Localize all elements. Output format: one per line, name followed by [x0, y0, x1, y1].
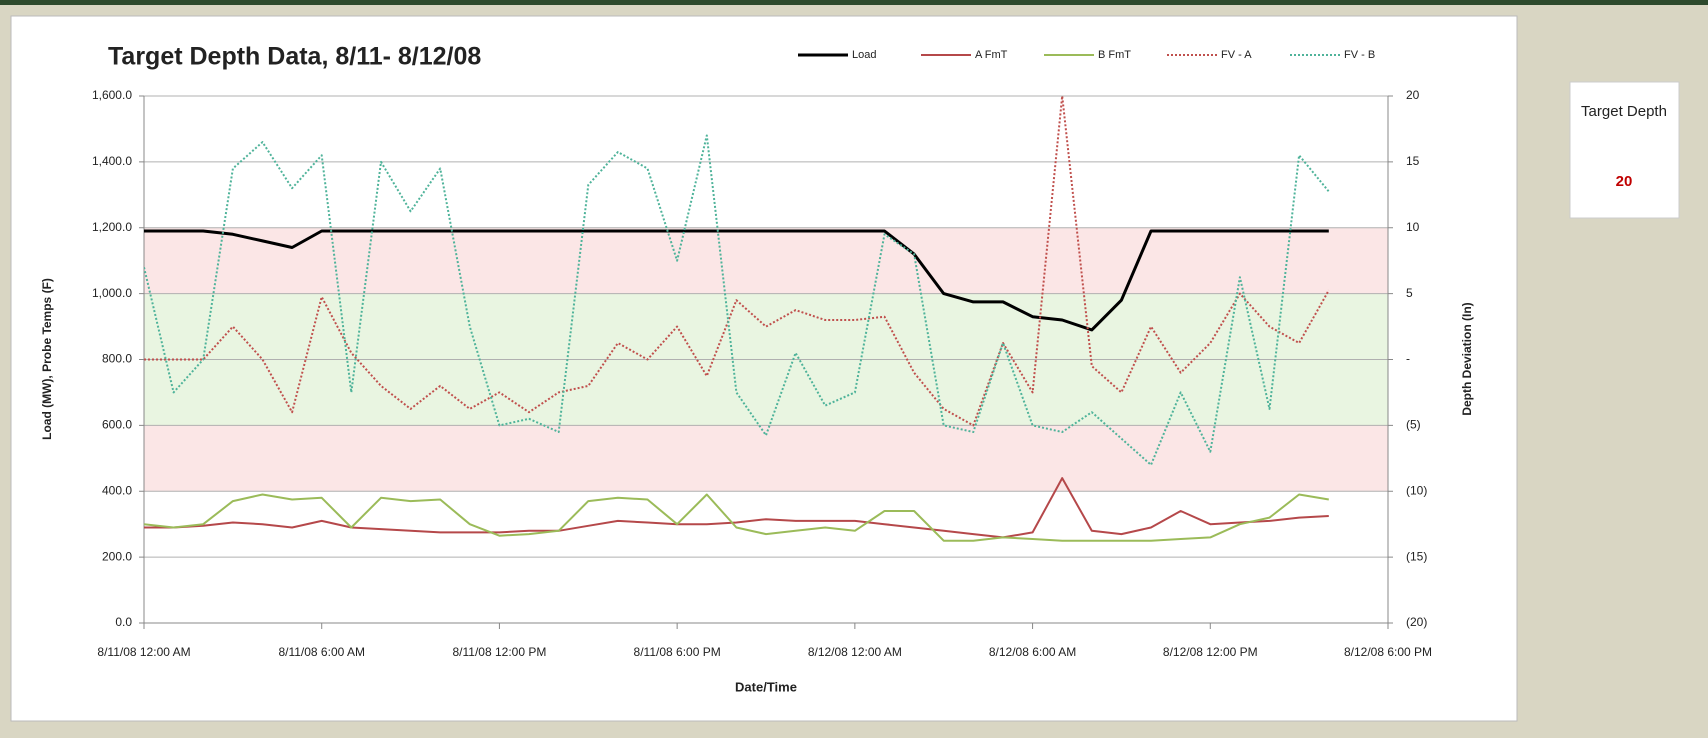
y2-tick-label: (5)	[1406, 418, 1421, 432]
series-line	[144, 229, 1329, 332]
target-value: 20	[1616, 173, 1633, 190]
y2-axis-label: Depth Deviation (In)	[1460, 302, 1474, 415]
legend-label: B FmT	[1098, 49, 1131, 61]
y2-tick-label: (10)	[1406, 483, 1427, 497]
x-axis-label: Date/Time	[735, 679, 797, 694]
legend-label: FV - A	[1221, 49, 1252, 61]
x-tick-label: 8/12/08 6:00 AM	[989, 645, 1076, 659]
y-tick-label: 1,600.0	[92, 88, 132, 102]
legend-label: FV - B	[1344, 49, 1375, 61]
legend-label: Load	[852, 49, 876, 61]
y2-tick-label: -	[1406, 352, 1410, 366]
y-tick-label: 800.0	[102, 352, 132, 366]
x-tick-label: 8/12/08 12:00 PM	[1163, 645, 1258, 659]
y-tick-label: 0.0	[115, 615, 132, 629]
y-tick-label: 1,000.0	[92, 286, 132, 300]
legend-label: A FmT	[975, 49, 1008, 61]
target-label-text: Target Depth	[1581, 103, 1667, 120]
target-box	[1569, 81, 1680, 219]
x-tick-label: 8/11/08 12:00 AM	[97, 645, 190, 659]
x-tick-label: 8/12/08 12:00 AM	[808, 645, 902, 659]
x-tick-label: 8/11/08 12:00 PM	[453, 645, 547, 659]
y-tick-label: 400.0	[102, 483, 132, 497]
band	[144, 425, 1388, 492]
y-tick-label: 1,400.0	[92, 154, 132, 168]
series-line	[144, 134, 1330, 466]
y2-tick-label: 15	[1406, 154, 1420, 168]
y-axis-label: Load (MW), Probe Temps (F)	[40, 278, 54, 440]
band	[144, 227, 1388, 294]
target-label: Target Depth	[1581, 103, 1667, 120]
series-line	[144, 96, 1330, 427]
y2-tick-label: (15)	[1406, 549, 1427, 563]
series-line	[144, 477, 1329, 539]
y2-tick-label: 5	[1406, 286, 1413, 300]
series-line	[144, 493, 1329, 542]
y2-tick-label: (20)	[1406, 615, 1427, 629]
y2-tick-label: 20	[1406, 88, 1420, 102]
y-tick-label: 600.0	[102, 418, 132, 432]
x-tick-label: 8/12/08 6:00 PM	[1344, 645, 1432, 659]
y-tick-label: 1,200.0	[92, 220, 132, 234]
x-tick-label: 8/11/08 6:00 PM	[634, 645, 721, 659]
y-tick-label: 200.0	[102, 549, 132, 563]
y2-tick-label: 10	[1406, 220, 1420, 234]
chart-title: Target Depth Data, 8/11- 8/12/08	[108, 43, 481, 71]
x-tick-label: 8/11/08 6:00 AM	[278, 645, 365, 659]
top-border	[0, 0, 1708, 5]
